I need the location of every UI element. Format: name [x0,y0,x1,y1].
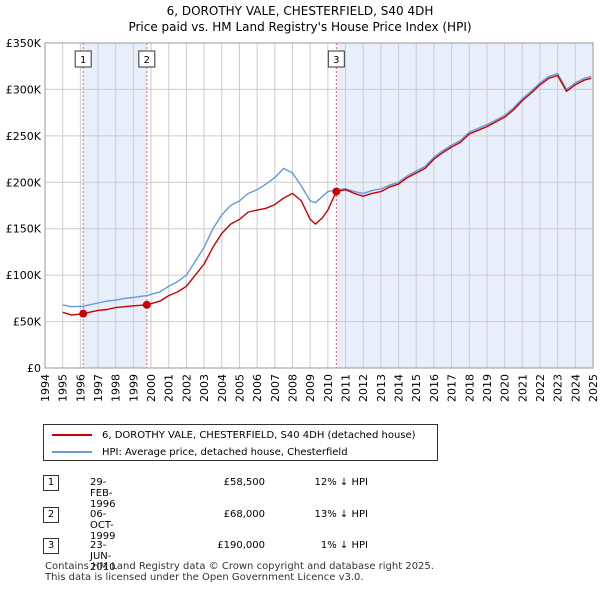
chart-subtitle: Price paid vs. HM Land Registry's House … [128,20,472,34]
y-tick-label: £100K [6,269,42,282]
x-tick-label: 2025 [587,374,600,402]
y-tick-label: £300K [6,83,42,96]
x-tick-label: 2000 [145,374,158,402]
x-tick-label: 2013 [375,374,388,402]
legend-price-label: 6, DOROTHY VALE, CHESTERFIELD, S40 4DH (… [102,429,416,441]
sale-marker-label: 3 [333,55,339,66]
sale-marker-box [74,50,92,68]
x-tick-label: 2022 [534,374,547,402]
plot-border [44,42,594,369]
sale-price: £58,500 [223,477,265,488]
sale-number-badge: 1 [43,475,59,491]
x-tick-label: 2006 [251,374,264,402]
sale-hpi-diff: 1% ↓ HPI [320,540,368,551]
x-tick-label: 2015 [410,374,423,402]
x-tick-label: 2014 [393,374,406,402]
x-tick-label: 2024 [569,374,582,402]
y-tick-label: £350K [6,37,42,50]
hpi-line [62,72,592,308]
x-tick-label: 1996 [74,374,87,402]
sale-date: 29-FEB-1996 [90,477,116,510]
x-tick-label: 2016 [428,374,441,402]
x-tick-label: 2001 [163,374,176,402]
footer-licence: This data is licensed under the Open Gov… [45,572,364,583]
sale-shade-band [336,43,593,368]
legend-price-swatch [52,434,92,436]
sale-point [79,309,88,318]
x-tick-label: 2012 [357,374,370,402]
price-chart: £0 £50K £100K £150K £200K £250K £300K £350K 1994… [6,37,600,402]
sale-hpi-diff: 13% ↓ HPI [314,509,368,520]
sale-point [142,300,151,309]
legend-hpi-label: HPI: Average price, detached house, Ches… [102,446,348,458]
sale-hpi-diff: 12% ↓ HPI [314,477,368,488]
sale-marker-box [138,50,156,68]
sale-point [332,187,341,196]
x-tick-label: 2003 [198,374,211,402]
sale-marker-label: 2 [144,55,150,66]
legend: 6, DOROTHY VALE, CHESTERFIELD, S40 4DH (… [43,424,438,461]
x-tick-label: 2008 [286,374,299,402]
x-tick-label: 1994 [39,374,52,402]
sale-date: 23-JUN-2010 [90,540,116,573]
sale-date: 06-OCT-1999 [90,509,116,542]
legend-item-price: 6, DOROTHY VALE, CHESTERFIELD, S40 4DH (… [52,427,416,443]
sale-marker-label: 1 [80,55,86,66]
sale-price: £68,000 [223,509,265,520]
chart-title: 6, DOROTHY VALE, CHESTERFIELD, S40 4DH [166,4,434,18]
x-tick-label: 2005 [233,374,246,402]
y-tick-label: £0 [27,362,41,375]
y-tick-label: £250K [6,130,42,143]
x-tick-label: 2020 [499,374,512,402]
x-tick-label: 2023 [552,374,565,402]
price-paid-line [62,74,592,316]
footer-copyright: Contains HM Land Registry data © Crown c… [45,561,434,572]
x-tick-label: 1998 [110,374,123,402]
x-tick-label: 1997 [92,374,105,402]
x-tick-label: 2011 [340,374,353,402]
x-tick-label: 1995 [57,374,70,402]
x-tick-label: 2002 [180,374,193,402]
legend-hpi-swatch [52,451,92,453]
sale-shade-band [83,43,147,368]
sale-price: £190,000 [217,540,265,551]
x-tick-label: 2018 [463,374,476,402]
sale-number-badge: 3 [43,538,59,554]
x-tick-label: 2017 [446,374,459,402]
y-tick-label: £200K [6,176,42,189]
x-tick-label: 2007 [269,374,282,402]
x-tick-label: 2019 [481,374,494,402]
sale-marker-box [327,50,345,68]
x-tick-label: 2009 [304,374,317,402]
y-tick-label: £50K [13,316,42,329]
x-tick-label: 2010 [322,374,335,402]
x-tick-label: 2021 [516,374,529,402]
x-tick-label: 1999 [127,374,140,402]
sale-number-badge: 2 [43,507,59,523]
x-tick-label: 2004 [216,374,229,402]
legend-item-hpi: HPI: Average price, detached house, Ches… [52,444,348,460]
y-tick-label: £150K [6,223,42,236]
